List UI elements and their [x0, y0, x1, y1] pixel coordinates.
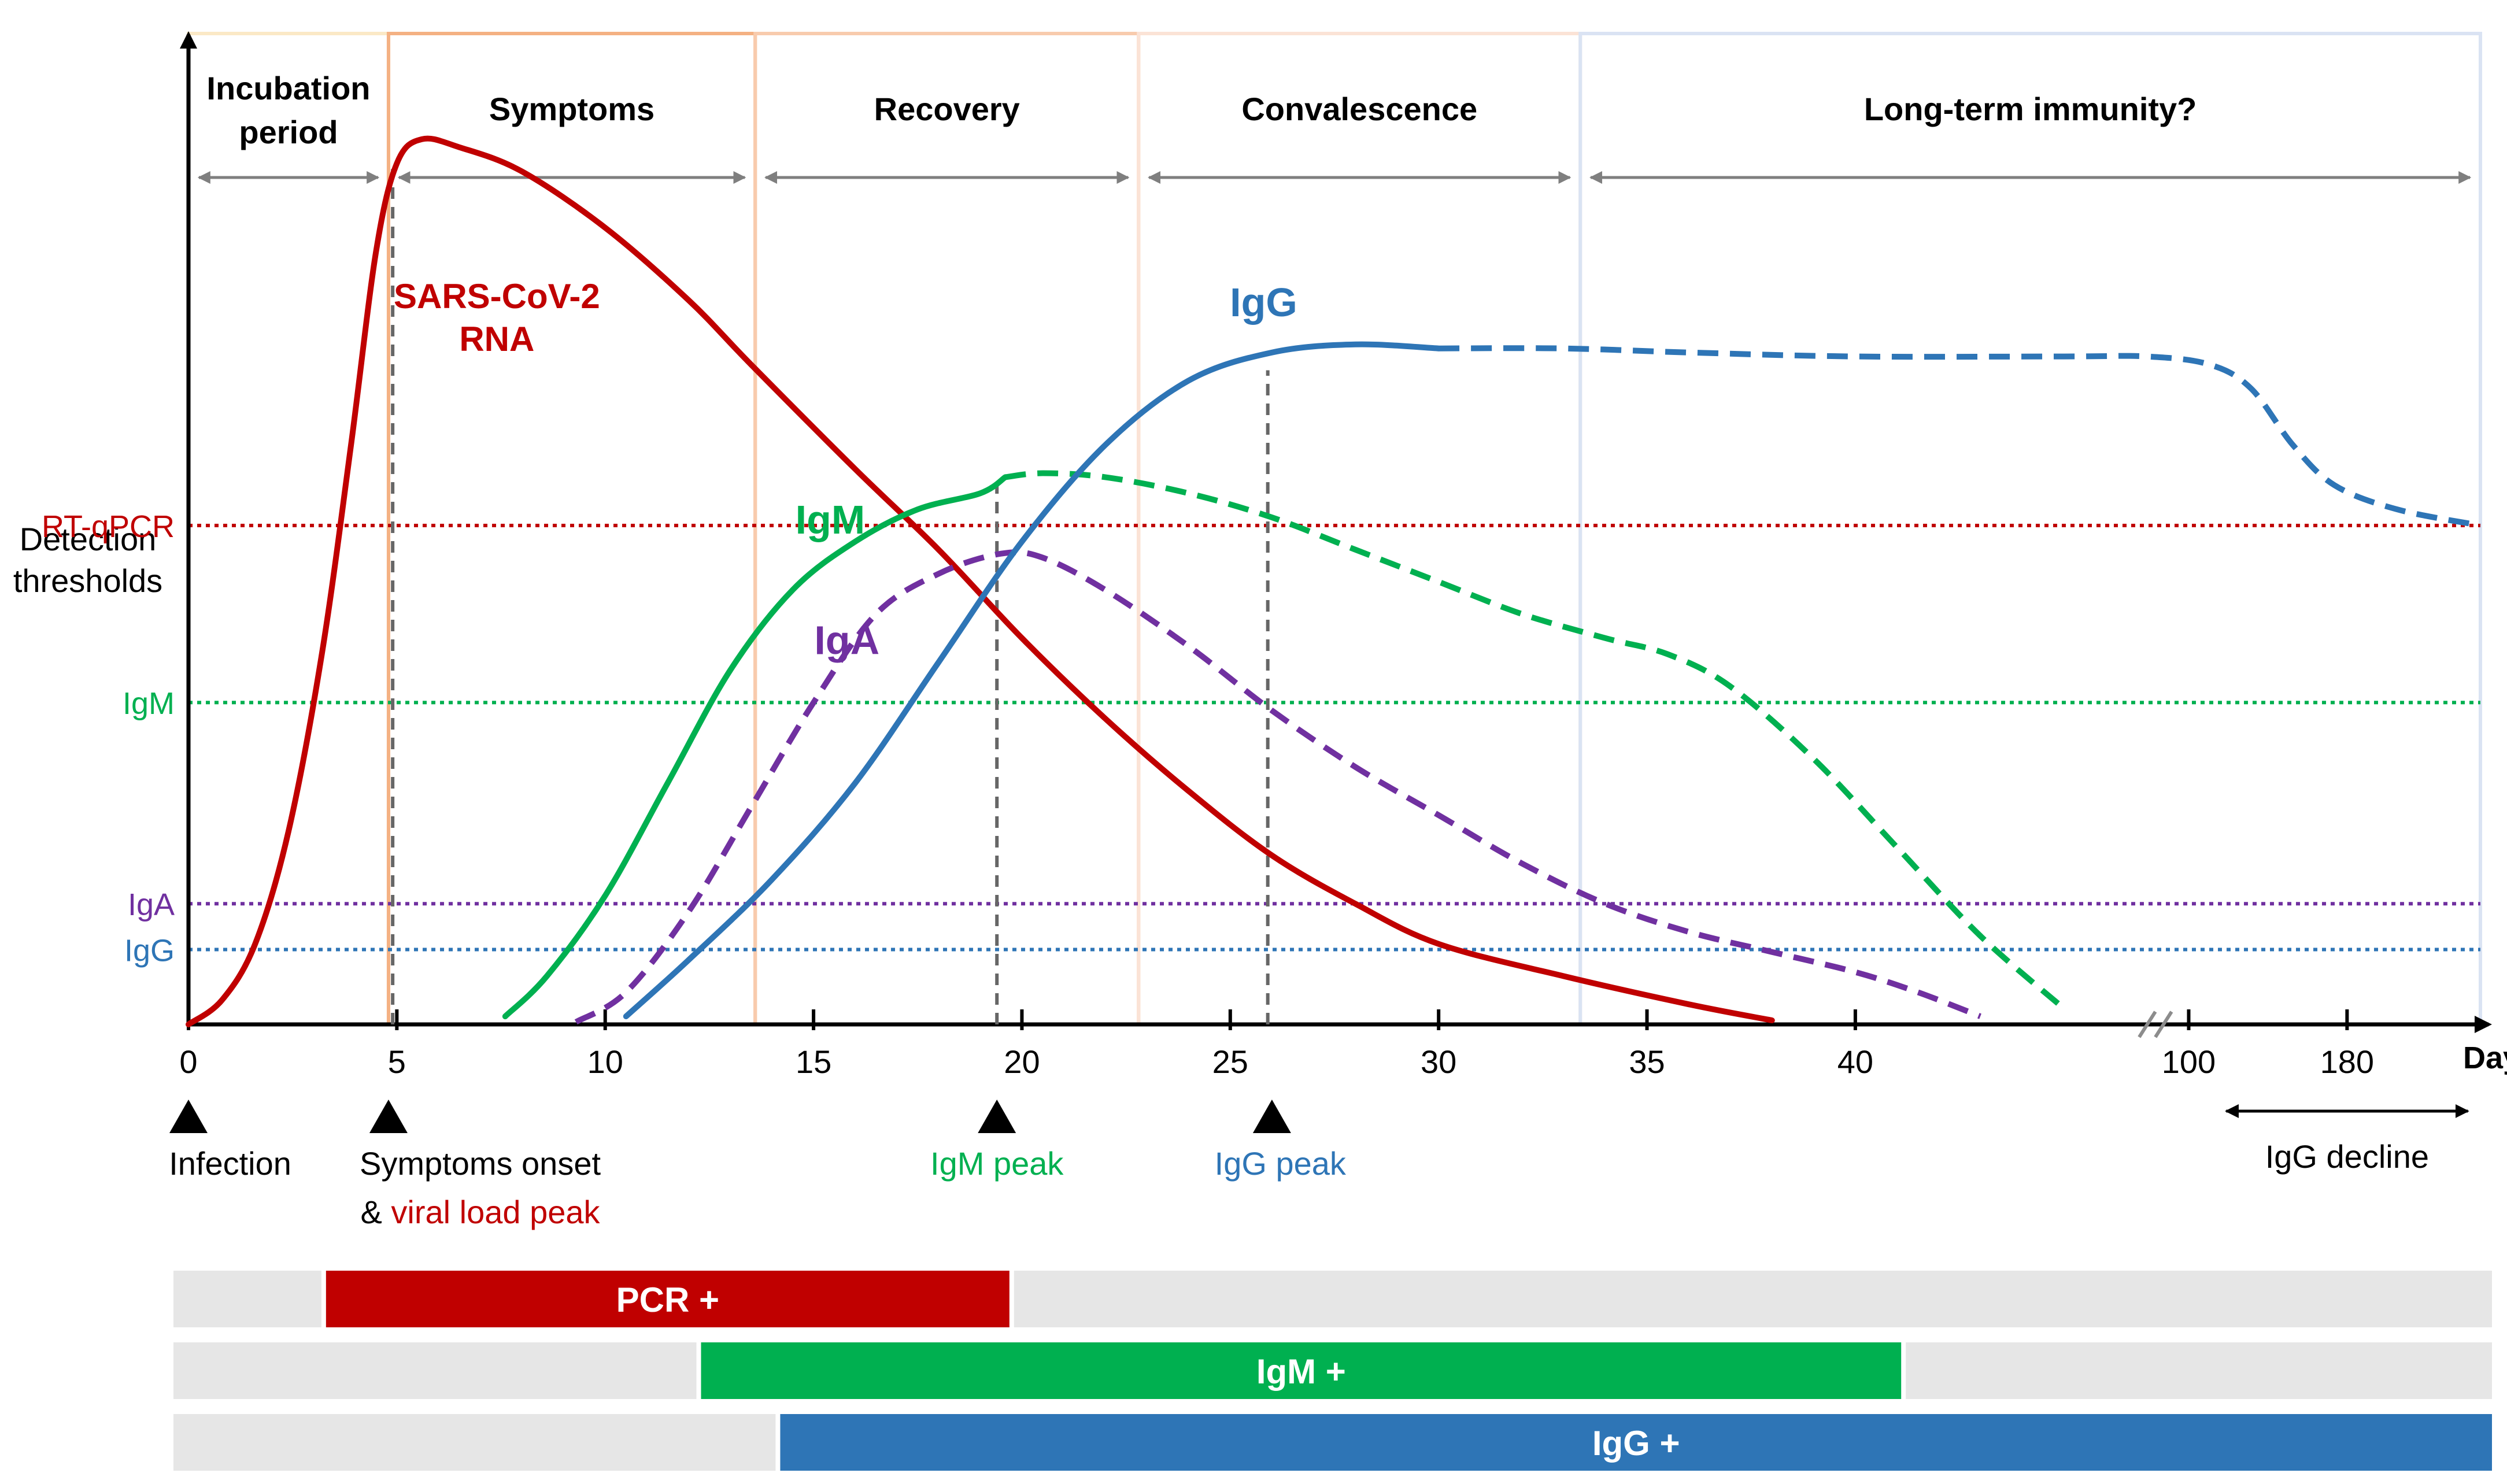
result-bar-igm-negative — [1906, 1342, 2492, 1399]
phase-label: Symptoms — [489, 91, 655, 127]
threshold-label-iga: IgA — [128, 887, 175, 922]
event-label: Symptoms onset — [360, 1145, 601, 1182]
x-axis-label: Days — [2463, 1041, 2507, 1075]
event-marker-triangle — [169, 1100, 208, 1133]
x-tick-label: 20 — [1004, 1043, 1040, 1080]
phase-label: Incubation — [206, 70, 370, 106]
result-bar-igg-negative — [173, 1414, 776, 1471]
series-label-igg: IgG — [1230, 280, 1297, 325]
phase-box — [187, 32, 390, 1026]
series-label-sars-cov-2-rna: SARS-CoV-2 — [394, 277, 600, 316]
result-bar-igm-positive — [701, 1342, 1902, 1399]
detection-thresholds-title: Detection — [20, 521, 157, 557]
event-marker-triangle — [369, 1100, 408, 1133]
series-line-igm — [502, 474, 1008, 1020]
series-line-sars-cov-2-rna — [186, 135, 1775, 1027]
x-tick-label: 15 — [796, 1043, 831, 1080]
phase-label: period — [239, 114, 338, 150]
result-bar-pcr-positive — [326, 1271, 1010, 1327]
x-tick-label: 40 — [1837, 1043, 1873, 1080]
x-tick-label: 10 — [587, 1043, 623, 1080]
phase-label: Long-term immunity? — [1864, 91, 2197, 127]
series-label-iga: IgA — [814, 618, 879, 663]
threshold-label-igg: IgG — [124, 934, 175, 968]
event-label: Infection — [169, 1145, 291, 1182]
x-tick-label: 35 — [1629, 1043, 1665, 1080]
event-label: IgM peak — [930, 1145, 1064, 1182]
event-label: & viral load peak — [360, 1194, 600, 1230]
result-bar-igg-positive — [780, 1414, 2493, 1471]
x-tick-label: 25 — [1212, 1043, 1248, 1080]
phase-label: Recovery — [874, 91, 1020, 127]
series-line-igm-dashed — [1004, 470, 2066, 1011]
x-tick-label: 100 — [2162, 1043, 2216, 1080]
igg-decline-label: IgG decline — [2265, 1138, 2429, 1175]
event-label-part: Symptoms onset — [360, 1145, 601, 1182]
result-bar-label-pcr: PCR + — [616, 1281, 719, 1319]
x-tick-label: 5 — [388, 1043, 406, 1080]
axis-break-mark — [2138, 1011, 2157, 1038]
result-bar-pcr-negative — [173, 1271, 321, 1327]
series-line-igg-dashed — [1439, 345, 2481, 528]
event-marker-triangle — [978, 1100, 1016, 1133]
phase-box — [1137, 32, 1582, 1026]
result-bar-label-igm: IgM + — [1256, 1352, 1346, 1391]
detection-thresholds-title: thresholds — [13, 562, 162, 599]
event-label-part: IgM peak — [930, 1145, 1064, 1182]
phase-label: Convalescence — [1241, 91, 1477, 127]
x-tick-label: 0 — [179, 1043, 197, 1080]
series-label-sars-cov-2-rna: RNA — [459, 320, 534, 358]
series-line-igg — [623, 341, 1442, 1020]
x-tick-label: 180 — [2320, 1043, 2374, 1080]
event-marker-triangle — [1252, 1100, 1291, 1133]
phase-box — [386, 32, 757, 1026]
series-label-igm: IgM — [796, 497, 866, 542]
event-label-part: & — [360, 1194, 391, 1230]
axis-break-mark — [2154, 1011, 2173, 1038]
result-bar-igm-negative — [173, 1342, 697, 1399]
event-label-part: IgG peak — [1215, 1145, 1347, 1182]
event-label: IgG peak — [1215, 1145, 1347, 1182]
threshold-label-igm: IgM — [123, 686, 175, 721]
threshold-label-rt-qpcr: RT-qPCR — [42, 509, 175, 544]
x-tick-label: 30 — [1421, 1043, 1456, 1080]
event-label-part: Infection — [169, 1145, 291, 1182]
event-label-part: viral load peak — [391, 1194, 600, 1230]
series-line-iga-dashed — [574, 549, 1981, 1025]
result-bar-pcr-negative — [1014, 1271, 2492, 1327]
phase-box — [1578, 32, 2482, 1026]
result-bar-label-igg: IgG + — [1592, 1424, 1680, 1463]
